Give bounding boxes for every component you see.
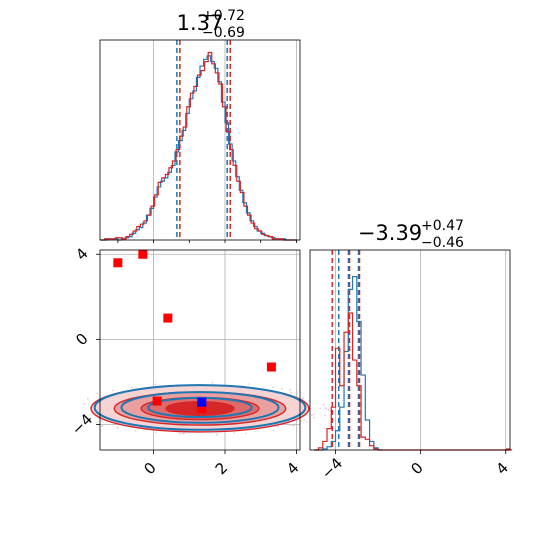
sample-point [233, 431, 236, 434]
sample-point [311, 414, 313, 417]
sample-point [301, 396, 304, 399]
red-square-marker [163, 313, 173, 323]
sample-point [296, 391, 298, 393]
x-histogram-title: 1.37 [177, 11, 224, 35]
joint-y-label: 0 [72, 330, 91, 349]
sample-point [289, 424, 292, 427]
sample-point [272, 429, 275, 432]
y-hist-x-label: −4 [318, 454, 346, 482]
sample-point [87, 397, 89, 400]
joint-x-label: 0 [140, 459, 159, 478]
x-histogram-frame [99, 39, 301, 241]
red-square-marker [152, 396, 162, 406]
red-histogram-x [101, 51, 298, 241]
sample-point [134, 429, 137, 432]
y-histogram-title: −3.39 [358, 221, 422, 245]
sample-point [280, 387, 283, 390]
sample-point [116, 426, 119, 428]
sample-point [300, 419, 303, 422]
blue-square-marker [197, 397, 207, 407]
y-histogram-panel: −4 0 4 [309, 249, 513, 483]
sample-point [313, 416, 316, 419]
sample-point [319, 407, 322, 410]
sample-point [111, 389, 114, 392]
sample-point [308, 399, 311, 402]
sample-point [277, 425, 279, 428]
blue-contour-level [120, 391, 280, 424]
joint-panel-frame [99, 249, 301, 451]
blue-contour-level [93, 384, 307, 431]
sample-point [324, 407, 327, 409]
sample-point [100, 420, 103, 422]
y-histogram-title-upper: +0.47 [421, 218, 464, 234]
red-square-marker [113, 258, 123, 268]
sample-point [293, 424, 295, 427]
sample-point [305, 421, 308, 423]
y-histogram-title-lower: −0.46 [421, 235, 464, 251]
sample-point [154, 383, 157, 386]
sample-point [327, 408, 330, 411]
y-hist-x-label: 0 [407, 459, 426, 478]
joint-y-label: 4 [72, 245, 91, 264]
sample-point [215, 433, 218, 436]
blue-histogram-x [100, 55, 297, 241]
x-histogram-title-upper: +0.72 [202, 8, 245, 24]
sample-point [294, 422, 297, 424]
x-histogram-panel [99, 39, 301, 243]
sample-point [248, 383, 250, 385]
y-hist-x-label: 4 [492, 459, 511, 478]
joint-y-label: −4 [68, 410, 96, 438]
sample-point [131, 386, 133, 389]
sample-point [182, 432, 185, 435]
red-square-marker [266, 362, 276, 372]
sample-point [290, 391, 293, 394]
red-square-marker [138, 249, 148, 259]
sample-point [271, 386, 274, 389]
sample-point [254, 430, 257, 433]
sample-point [313, 413, 316, 416]
x-histogram-title-lower: −0.69 [202, 25, 245, 41]
sample-point [101, 424, 104, 427]
sample-point [324, 414, 327, 417]
sample-point [211, 381, 214, 384]
sample-point [83, 402, 86, 405]
sample-point [245, 432, 247, 435]
sample-point [178, 432, 181, 435]
sample-point [289, 389, 292, 391]
sample-point [155, 431, 158, 434]
red-square-marker [197, 404, 207, 414]
y-histogram-frame [309, 249, 511, 451]
joint-contour-panel: 0 2 4 −4 0 4 [68, 245, 332, 478]
sample-point [303, 418, 306, 421]
sample-point [181, 432, 183, 435]
joint-x-label: 2 [212, 459, 231, 478]
red-histogram-y [314, 312, 513, 451]
sample-point [322, 404, 325, 407]
joint-x-label: 4 [283, 459, 302, 478]
sample-point [96, 392, 99, 395]
